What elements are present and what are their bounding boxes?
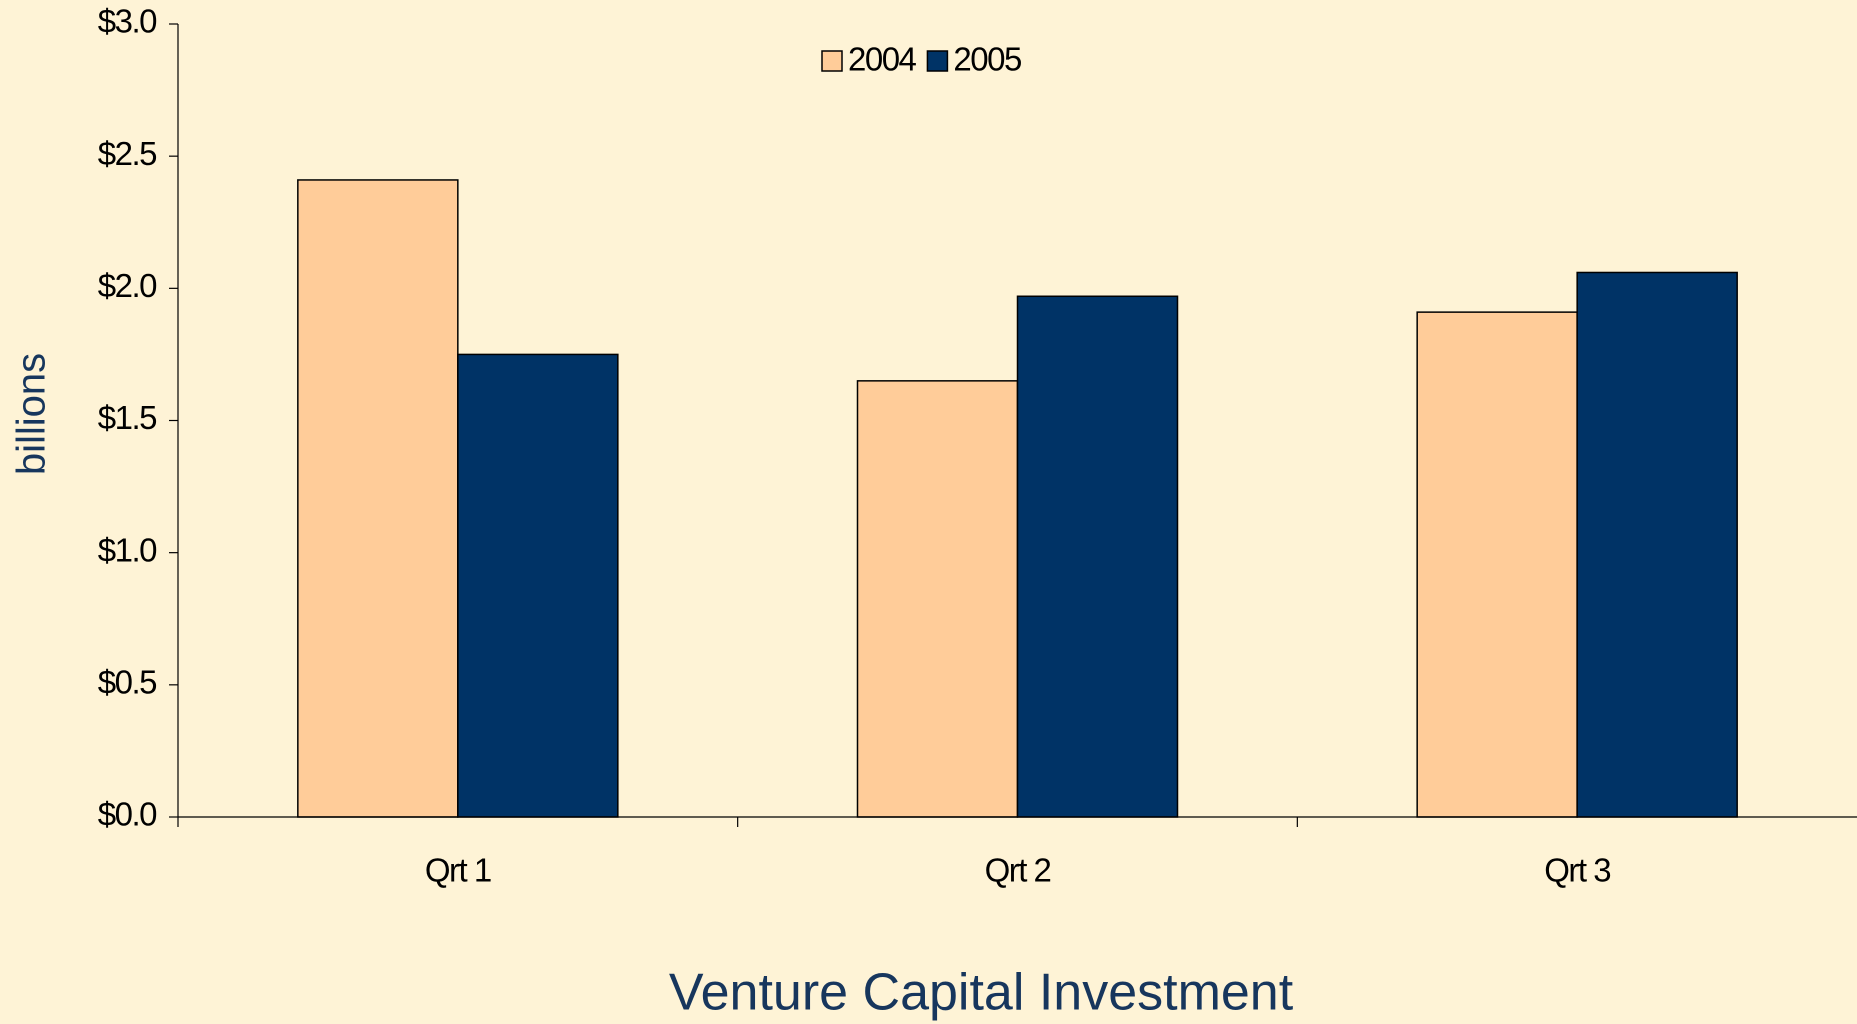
legend-label: 2004 [848,41,917,78]
bar [1576,271,1738,818]
y-tick-label: $1.0 [98,531,157,568]
legend-label: 2005 [953,41,1021,78]
x-tick-label: Qrt 2 [985,852,1051,889]
legend-swatch [926,50,949,72]
y-tick-label: $2.5 [98,135,156,172]
bar [297,179,459,818]
x-tick-label: Qrt 1 [425,852,491,889]
y-tick-label: $1.5 [98,399,156,436]
bar [856,380,1019,818]
y-tick-label: $0.0 [98,796,157,833]
bar [457,353,619,818]
y-axis-label: billions [10,353,54,475]
legend-swatch [821,50,843,72]
y-tick-label: $3.0 [98,3,157,40]
chart-title: Venture Capital Investment [669,964,1294,1022]
x-tick-label: Qrt 3 [1544,852,1610,889]
y-tick-label: $0.5 [98,664,156,701]
y-tick-label: $2.0 [98,267,157,304]
bar [1416,311,1578,818]
bar [1016,295,1179,818]
